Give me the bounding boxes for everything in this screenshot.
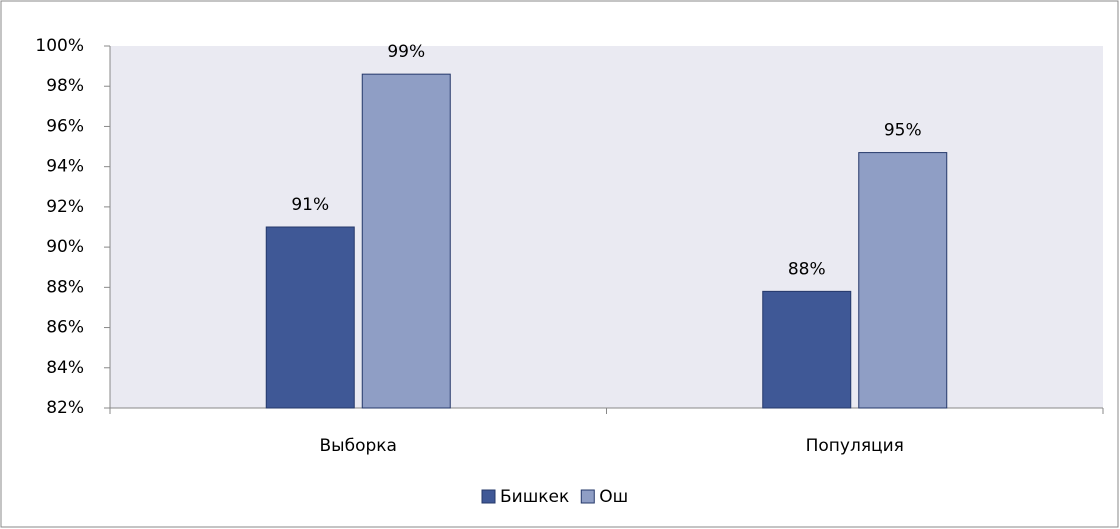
- y-tick-label: 100%: [35, 36, 84, 56]
- value-label: 99%: [387, 42, 425, 62]
- bar: [762, 290, 852, 409]
- plot-area: [110, 46, 1103, 408]
- legend-label: Ош: [599, 487, 628, 507]
- y-tick-label: 94%: [46, 157, 84, 177]
- y-tick-label: 86%: [46, 318, 84, 338]
- bar: [858, 152, 948, 409]
- y-tick-label: 96%: [46, 116, 84, 136]
- x-tick-label: Популяция: [806, 436, 904, 456]
- legend-label: Бишкек: [500, 487, 569, 507]
- value-label: 88%: [788, 259, 826, 279]
- bar: [361, 73, 451, 409]
- value-label: 95%: [884, 121, 922, 141]
- y-tick-label: 88%: [46, 277, 84, 297]
- y-tick-label: 82%: [46, 398, 84, 418]
- value-label: 91%: [291, 195, 329, 215]
- y-tick-label: 84%: [46, 358, 84, 378]
- x-tick-label: Выборка: [320, 436, 397, 456]
- legend-swatch: [580, 489, 595, 504]
- bar: [265, 226, 355, 409]
- y-tick-label: 90%: [46, 237, 84, 257]
- y-tick-label: 98%: [46, 76, 84, 96]
- legend-swatch: [481, 489, 496, 504]
- y-tick-label: 92%: [46, 197, 84, 217]
